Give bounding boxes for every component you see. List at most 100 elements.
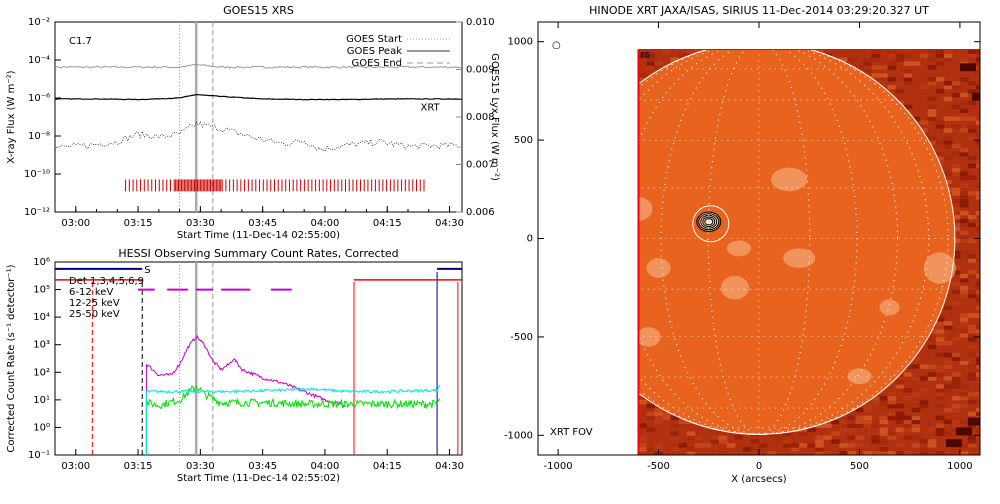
xrt-bg-block	[967, 435, 977, 440]
xrt-bg-block	[967, 246, 977, 251]
xrt-bg-block	[975, 297, 980, 302]
xrt-bright-region	[726, 240, 751, 257]
xrt-bg-block	[943, 388, 953, 393]
xrt-bg-block	[927, 65, 937, 70]
xrt-x-tick-label: 0	[756, 461, 762, 472]
xrt-bg-block	[967, 238, 977, 243]
xrt-bg-block	[791, 447, 800, 452]
xrt-bg-block	[911, 443, 921, 448]
xrt-flare-contour	[696, 211, 722, 232]
xrt-bg-block	[935, 340, 945, 346]
xrt-bg-block	[927, 419, 937, 425]
xrt-bg-block	[943, 175, 953, 180]
xrt-bg-block	[839, 451, 848, 456]
xrt-bg-block	[943, 384, 953, 389]
xrt-bg-block	[943, 171, 953, 177]
xrt-bg-block	[975, 321, 980, 326]
xrt-bg-block	[927, 431, 937, 436]
xrt-bg-block	[863, 423, 873, 428]
xrt-bg-block	[943, 340, 953, 346]
xrt-bg-block	[975, 352, 980, 358]
xrt-bg-block	[951, 289, 961, 295]
xrt-bg-block	[895, 431, 905, 436]
xrt-bg-block	[895, 427, 905, 432]
xrt-bg-block	[951, 419, 961, 425]
goes-y2-tick-label: 0.009	[466, 65, 495, 76]
xrt-bg-block	[911, 392, 921, 397]
xrt-bg-block	[943, 81, 953, 86]
xrt-bg-block	[943, 57, 953, 62]
goes-x-tick-label: 04:15	[373, 218, 402, 229]
xrt-bg-block	[935, 120, 945, 125]
xrt-bg-block	[895, 388, 905, 393]
xrt-bg-block	[951, 250, 961, 255]
xrt-bg-block	[943, 179, 953, 184]
xrt-dark-patch	[959, 63, 976, 72]
xrt-bg-block	[943, 116, 953, 121]
xrt-bg-block	[871, 439, 881, 444]
xrt-bg-block	[975, 195, 980, 200]
xrt-bg-block	[967, 439, 977, 444]
xrt-y-tick-label: -1000	[504, 430, 533, 441]
hessi-legend-entry: 6-12 keV	[69, 287, 113, 298]
goes-x-tick-label: 03:45	[248, 218, 277, 229]
xrt-bg-block	[799, 431, 808, 436]
xrt-bg-block	[855, 415, 864, 421]
xrt-bg-block	[879, 395, 889, 401]
xrt-bg-block	[654, 419, 664, 425]
xrt-bg-block	[919, 368, 929, 373]
xrt-bg-block	[951, 199, 961, 204]
xrt-bg-block	[959, 313, 969, 318]
xrt-bg-block	[911, 427, 921, 432]
xrt-bg-block	[967, 49, 977, 54]
xrt-bg-block	[943, 96, 953, 102]
xrt-bg-block	[975, 183, 980, 188]
xrt-bg-block	[871, 53, 881, 58]
xrt-bg-block	[863, 403, 873, 409]
xrt-bg-block	[710, 435, 720, 440]
xrt-bg-block	[887, 403, 897, 409]
xrt-bg-block	[879, 65, 889, 70]
xrt-bg-block	[943, 128, 953, 133]
xrt-bg-block	[638, 73, 647, 78]
xrt-bg-block	[975, 136, 980, 141]
xrt-bg-block	[967, 285, 977, 291]
xrt-bg-block	[887, 53, 897, 58]
xrt-bg-block	[879, 447, 889, 452]
xrt-bg-block	[975, 120, 980, 125]
xrt-bg-block	[783, 431, 792, 436]
xrt-bg-block	[750, 447, 760, 452]
xrt-bg-block	[967, 325, 977, 330]
xrt-bg-block	[855, 57, 864, 62]
xrt-flare-contour	[704, 218, 714, 226]
xrt-bg-block	[935, 451, 945, 456]
goes-y-tick-label: 10⁻¹²	[24, 207, 50, 218]
xrt-bg-block	[895, 443, 905, 448]
xrt-bg-block	[895, 380, 905, 385]
xrt-bg-block	[959, 183, 969, 188]
xrt-bg-block	[959, 108, 969, 114]
xrt-bg-block	[815, 447, 824, 452]
xrt-bg-block	[967, 81, 977, 86]
xrt-bg-block	[951, 380, 961, 385]
xrt-bg-block	[959, 289, 969, 295]
xrt-bg-block	[911, 415, 921, 421]
xrt-bg-block	[967, 293, 977, 299]
xrt-bg-block	[742, 447, 752, 452]
xrt-bg-block	[646, 447, 656, 452]
goes-long-series	[54, 93, 462, 101]
xrt-bg-block	[919, 403, 929, 409]
xrt-bg-block	[967, 423, 977, 428]
xrt-bg-block	[959, 57, 969, 62]
hessi-title: HESSI Observing Summary Count Rates, Cor…	[118, 247, 398, 260]
hessi-y-tick-label: 10⁴	[33, 312, 50, 323]
xrt-grid-longitude	[638, 49, 930, 435]
xrt-bg-block	[935, 313, 945, 318]
xrt-bg-block	[967, 427, 977, 432]
xrt-bg-block	[951, 116, 961, 121]
xrt-bg-block	[951, 81, 961, 86]
xrt-bg-block	[975, 329, 980, 334]
xrt-bg-block	[935, 336, 945, 342]
xrt-bg-block	[855, 419, 864, 425]
